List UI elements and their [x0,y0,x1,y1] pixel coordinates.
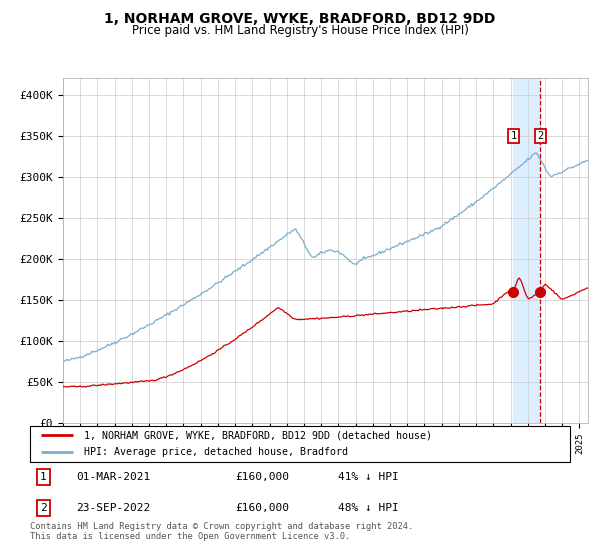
Text: 2: 2 [40,503,47,513]
Text: 1, NORHAM GROVE, WYKE, BRADFORD, BD12 9DD (detached house): 1, NORHAM GROVE, WYKE, BRADFORD, BD12 9D… [84,431,432,440]
Bar [514,78,541,423]
Text: £160,000: £160,000 [235,472,289,482]
Text: 1: 1 [40,472,47,482]
Text: 41% ↓ HPI: 41% ↓ HPI [338,472,398,482]
FancyBboxPatch shape [30,426,570,462]
Text: 2: 2 [537,131,544,141]
Text: HPI: Average price, detached house, Bradford: HPI: Average price, detached house, Brad… [84,447,348,457]
Text: 23-SEP-2022: 23-SEP-2022 [76,503,150,513]
Text: 48% ↓ HPI: 48% ↓ HPI [338,503,398,513]
Text: 1: 1 [511,131,517,141]
Text: Price paid vs. HM Land Registry's House Price Index (HPI): Price paid vs. HM Land Registry's House … [131,24,469,37]
Text: £160,000: £160,000 [235,503,289,513]
Text: 01-MAR-2021: 01-MAR-2021 [76,472,150,482]
Text: 1, NORHAM GROVE, WYKE, BRADFORD, BD12 9DD: 1, NORHAM GROVE, WYKE, BRADFORD, BD12 9D… [104,12,496,26]
Text: Contains HM Land Registry data © Crown copyright and database right 2024.
This d: Contains HM Land Registry data © Crown c… [30,522,413,542]
